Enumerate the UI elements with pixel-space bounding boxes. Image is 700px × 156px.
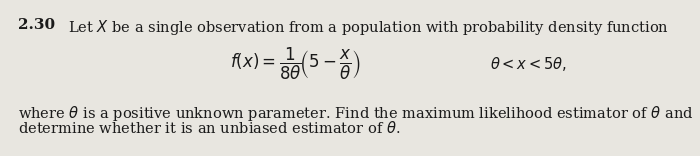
Text: determine whether it is an unbiased estimator of $\theta$.: determine whether it is an unbiased esti… — [18, 120, 400, 136]
Text: $f(x) = \dfrac{1}{8\theta}\!\left(5 - \dfrac{x}{\theta}\right)$: $f(x) = \dfrac{1}{8\theta}\!\left(5 - \d… — [230, 46, 360, 82]
Text: Let $X$ be a single observation from a population with probability density funct: Let $X$ be a single observation from a p… — [68, 18, 669, 37]
Text: where $\theta$ is a positive unknown parameter. Find the maximum likelihood esti: where $\theta$ is a positive unknown par… — [18, 104, 694, 123]
Text: $\theta < x < 5\theta,$: $\theta < x < 5\theta,$ — [490, 55, 567, 73]
Text: 2.30: 2.30 — [18, 18, 55, 32]
